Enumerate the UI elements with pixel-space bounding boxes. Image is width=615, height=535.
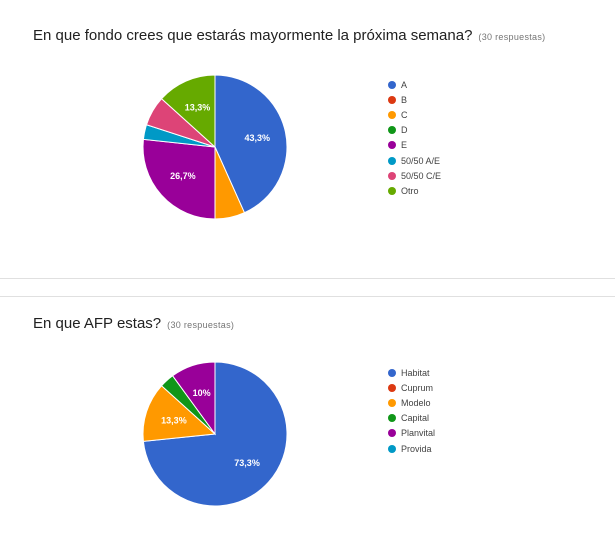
slice-label-otro: 13,3% <box>185 103 211 113</box>
response-count: (30 respuestas) <box>478 32 546 42</box>
legend-item-a: A <box>388 77 441 92</box>
legend-swatch <box>388 95 396 104</box>
legend-label: D <box>401 125 408 136</box>
legend-swatch <box>388 444 396 453</box>
legend-label: 50/50 C/E <box>401 170 442 181</box>
legend-swatch <box>388 368 396 377</box>
legend-label: Habitat <box>401 367 430 378</box>
legend-swatch <box>388 383 396 392</box>
legend-item-provida: Provida <box>388 441 435 456</box>
legend-item-e: E <box>388 138 441 153</box>
legend-afp: Habitat Cuprum Modelo Capital Planvital Provi… <box>388 365 435 456</box>
pie-chart-afp: 73,3% 13,3% 10% <box>142 361 288 507</box>
legend-label: Modelo <box>401 397 431 408</box>
legend-label: A <box>401 79 408 90</box>
slice-label-planvital: 10% <box>193 388 211 398</box>
slice-label-e: 26,7% <box>170 171 196 181</box>
slice-label-a: 43,3% <box>244 133 270 143</box>
legend-item-cuprum: Cuprum <box>388 380 435 395</box>
legend-item-d: D <box>388 123 441 138</box>
slice-label-modelo: 13,3% <box>161 416 187 426</box>
question-card-fondo: En que fondo crees que estarás mayorment… <box>0 27 615 279</box>
legend-item-50-50-a-e: 50/50 A/E <box>388 153 441 168</box>
pie-slice-a <box>214 74 288 214</box>
legend-item-habitat: Habitat <box>388 365 435 380</box>
legend-item-modelo: Modelo <box>388 395 435 410</box>
question-text: En que fondo crees que estarás mayorment… <box>33 27 473 44</box>
legend-label: 50/50 A/E <box>401 155 441 166</box>
legend-swatch <box>388 414 396 423</box>
legend-swatch <box>388 186 396 195</box>
legend-label: C <box>401 109 408 120</box>
legend-swatch <box>388 126 396 135</box>
pie-slice-planvital <box>171 361 216 436</box>
legend-item-b: B <box>388 92 441 107</box>
legend-swatch <box>388 110 396 119</box>
legend-swatch <box>388 171 396 180</box>
legend-label: Provida <box>401 443 432 454</box>
legend-label: E <box>401 140 408 151</box>
pie-slice-otro <box>160 74 216 149</box>
legend-swatch <box>388 429 396 438</box>
legend-label: Planvital <box>401 428 436 439</box>
legend-label: Cuprum <box>401 382 434 393</box>
slice-label-habitat: 73,3% <box>234 458 260 468</box>
legend-label: Capital <box>401 413 430 424</box>
legend-fondo: A B C D E 50/50 A/E 50/50 C/E Otro <box>388 77 441 199</box>
legend-item-c: C <box>388 107 441 122</box>
pie-slice-e <box>142 138 216 220</box>
response-count: (30 respuestas) <box>167 320 235 330</box>
legend-label: Otro <box>401 185 419 196</box>
legend-label: B <box>401 94 408 105</box>
question-title: En que fondo crees que estarás mayorment… <box>33 27 545 44</box>
legend-item-planvital: Planvital <box>388 426 435 441</box>
pie-chart-fondo: 43,3% 26,7% 13,3% <box>142 74 288 220</box>
card-separator <box>0 279 615 296</box>
legend-swatch <box>388 156 396 165</box>
question-text: En que AFP estas? <box>33 315 162 332</box>
legend-swatch <box>388 80 396 89</box>
pie-slice-modelo <box>142 385 217 442</box>
legend-item-50-50-c-e: 50/50 C/E <box>388 168 441 183</box>
legend-item-otro: Otro <box>388 183 441 198</box>
question-title: En que AFP estas? (30 respuestas) <box>33 315 234 332</box>
question-card-afp: En que AFP estas? (30 respuestas) 73,3% 13… <box>0 296 615 535</box>
legend-item-capital: Capital <box>388 411 435 426</box>
legend-swatch <box>388 398 396 407</box>
legend-swatch <box>388 141 396 150</box>
